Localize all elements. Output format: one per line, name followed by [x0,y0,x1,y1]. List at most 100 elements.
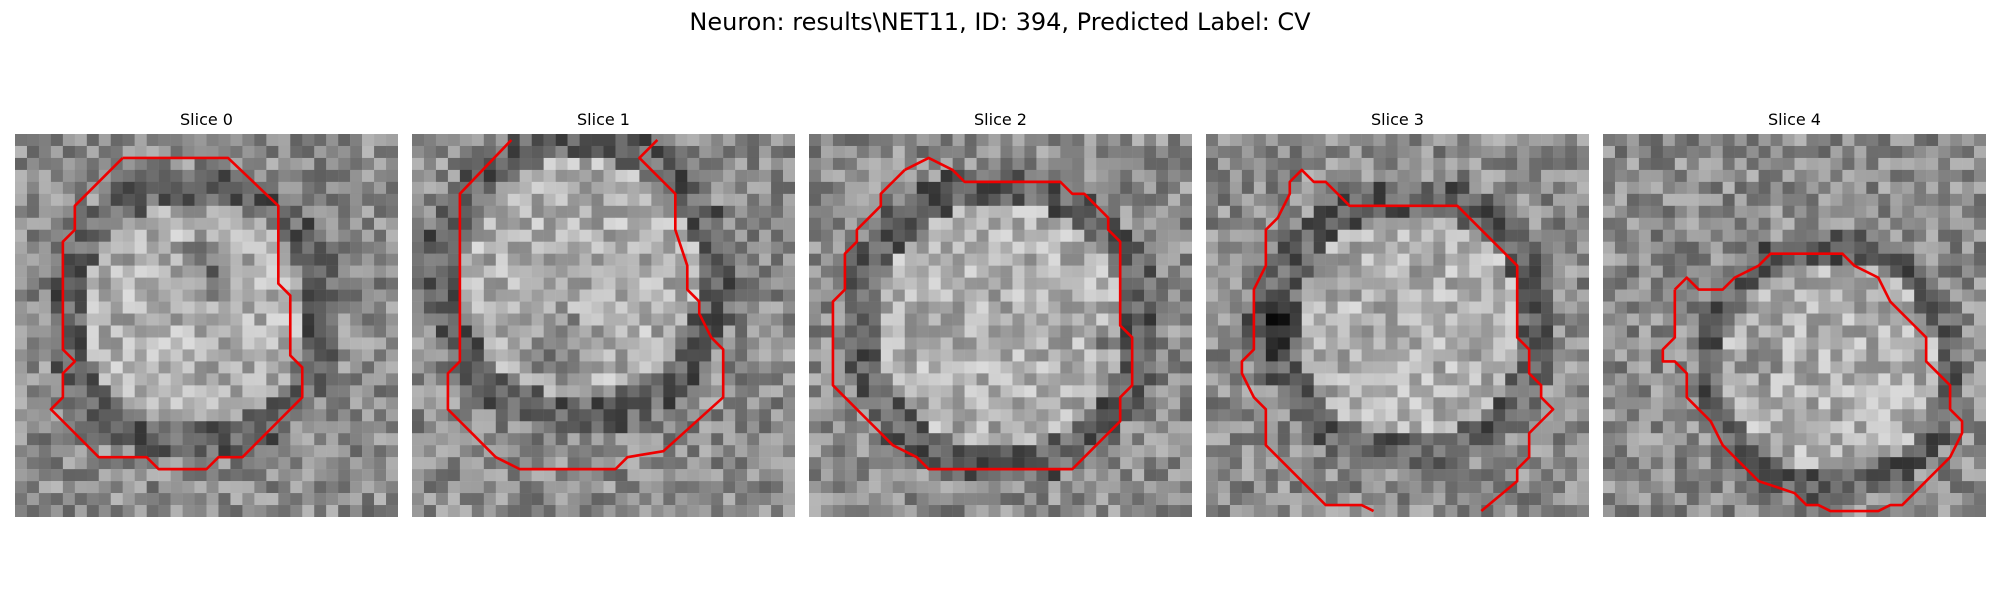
pixel [1012,325,1025,338]
pixel [1373,145,1386,159]
pixel [326,217,339,230]
pixel [1265,409,1279,422]
pixel [880,481,894,494]
pixel [314,349,327,362]
pixel [1397,337,1410,350]
pixel [591,277,604,290]
pixel [747,253,760,266]
pixel [278,229,291,242]
pixel [1313,277,1326,290]
pixel [1409,169,1422,183]
pixel [1385,241,1398,254]
pixel [639,337,652,350]
pixel [1229,145,1243,159]
pixel [1686,217,1699,230]
pixel [242,265,255,278]
pixel [687,145,700,159]
pixel [663,229,676,242]
pixel [386,277,398,290]
pixel [1072,217,1085,230]
pixel [916,445,929,458]
pixel [326,397,339,410]
pixel [820,145,834,159]
pixel [1603,193,1616,207]
pixel [1734,433,1747,446]
pixel [170,469,183,482]
pixel [1481,397,1494,410]
pixel [1048,157,1061,171]
pixel [38,277,52,290]
pixel [675,385,688,398]
pixel [1132,445,1145,458]
pixel [988,397,1001,410]
pixel [1926,385,1939,398]
pixel [687,481,700,494]
pixel [38,481,52,494]
pixel [892,469,905,482]
pixel [1132,397,1145,410]
pixel [1325,325,1338,338]
pixel [519,493,532,506]
pixel [1301,505,1314,517]
pixel [1614,301,1628,314]
pixel [146,349,159,362]
pixel [1469,493,1482,506]
pixel [1890,253,1903,266]
pixel [1168,205,1181,219]
pixel [182,181,195,195]
pixel [639,385,652,398]
pixel [1758,349,1771,362]
pixel [1565,253,1578,266]
pixel [1722,134,1735,147]
pixel [1866,373,1879,386]
pixel [1674,241,1688,254]
pixel [783,469,795,482]
pixel [759,205,772,219]
pixel [1072,409,1085,422]
pixel [579,169,592,183]
pixel [1253,481,1267,494]
pixel [1457,229,1470,242]
pixel [952,481,965,494]
pixel [362,253,375,266]
pixel [1770,157,1783,171]
pixel [651,205,664,219]
pixel [386,134,398,147]
pixel [1217,181,1231,195]
pixel [1746,193,1759,207]
pixel [495,205,508,219]
pixel [1132,157,1145,171]
pixel [314,229,327,242]
pixel [423,181,437,195]
pixel [1818,445,1831,458]
pixel [964,385,977,398]
slice-title-1: Slice 1 [577,110,630,129]
pixel [1565,229,1578,242]
pixel [495,373,508,386]
pixel [110,301,123,314]
pixel [783,457,795,470]
pixel [531,265,544,278]
pixel [1794,253,1807,266]
pixel [50,181,64,195]
pixel [435,385,449,398]
pixel [1301,493,1314,506]
pixel [1650,361,1664,374]
pixel [1674,349,1688,362]
pixel [1156,217,1169,230]
pixel [74,421,88,434]
pixel [1229,373,1243,386]
pixel [1541,469,1554,482]
pixel [254,337,267,350]
pixel [1373,181,1386,195]
pixel [1229,217,1243,230]
pixel [1770,145,1783,159]
pixel [832,373,846,386]
pixel [1000,193,1013,207]
pixel [1481,445,1494,458]
pixel [1674,205,1688,219]
pixel [423,193,437,207]
pixel [1529,313,1542,326]
pixel [1469,337,1482,350]
pixel [603,421,616,434]
